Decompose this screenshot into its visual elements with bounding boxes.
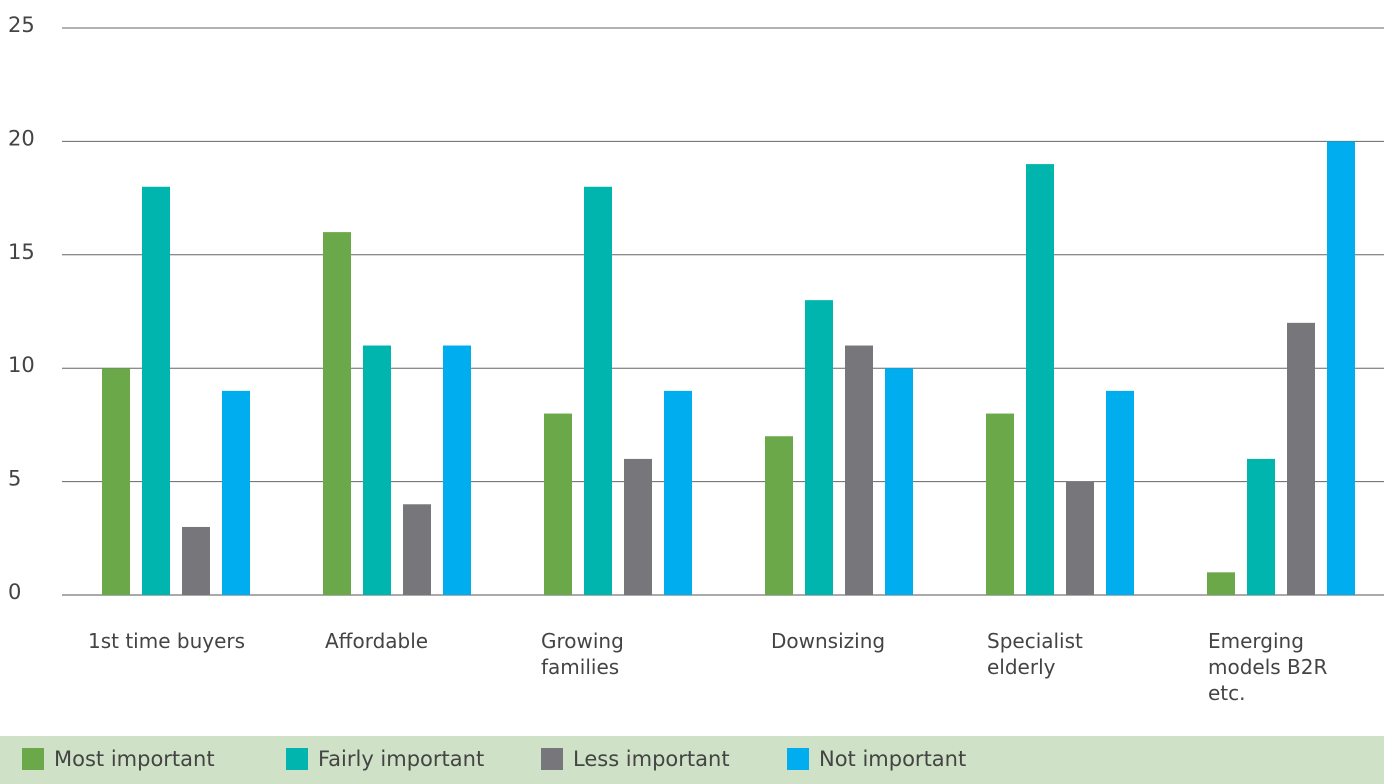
- y-tick-label: 25: [8, 13, 35, 37]
- x-tick-label: Downsizing: [771, 629, 886, 653]
- bar: [443, 345, 471, 595]
- x-tick-label: Growing families: [541, 629, 624, 679]
- legend-item: Most important: [22, 744, 215, 774]
- bar: [1106, 390, 1134, 595]
- bar: [624, 458, 652, 595]
- y-tick-label: 20: [8, 126, 35, 150]
- legend-label: Less important: [573, 747, 730, 771]
- bar: [363, 345, 391, 595]
- legend-item: Less important: [541, 744, 730, 774]
- x-tick-label: Specialist elderly: [987, 629, 1083, 679]
- bar: [986, 413, 1014, 595]
- bar: [1066, 481, 1094, 595]
- bar: [1247, 458, 1275, 595]
- y-tick-label: 10: [8, 353, 35, 377]
- legend-swatch: [22, 748, 44, 770]
- y-tick-label: 0: [8, 580, 21, 604]
- bar: [805, 300, 833, 595]
- legend-swatch: [787, 748, 809, 770]
- x-tick-label: Emerging models B2R etc.: [1208, 629, 1328, 705]
- legend-item: Fairly important: [286, 744, 484, 774]
- bar: [664, 390, 692, 595]
- bar: [102, 368, 130, 595]
- bar: [142, 186, 170, 595]
- bar: [403, 504, 431, 595]
- x-tick-label: 1st time buyers: [88, 629, 246, 653]
- bar: [584, 186, 612, 595]
- bar: [1026, 164, 1054, 595]
- legend-label: Most important: [54, 747, 215, 771]
- legend-item: Not important: [787, 744, 966, 774]
- legend-label: Fairly important: [318, 747, 485, 771]
- plot: 0 5 10 15 20 25: [8, 13, 1384, 604]
- bar: [765, 436, 793, 595]
- bar: [323, 232, 351, 595]
- y-tick-label: 5: [8, 467, 21, 491]
- legend-label: Not important: [819, 747, 967, 771]
- legend-swatch: [286, 748, 308, 770]
- bar: [222, 390, 250, 595]
- bar: [1207, 572, 1235, 595]
- legend: Most important Fairly important Less impor…: [0, 736, 1384, 784]
- bar: [182, 526, 210, 595]
- legend-swatch: [541, 748, 563, 770]
- y-tick-label: 15: [8, 240, 35, 264]
- bar: [1327, 141, 1355, 595]
- bar: [1287, 322, 1315, 595]
- x-tick-label: Affordable: [325, 629, 429, 653]
- bar: [544, 413, 572, 595]
- bar: [845, 345, 873, 595]
- bar: [885, 368, 913, 595]
